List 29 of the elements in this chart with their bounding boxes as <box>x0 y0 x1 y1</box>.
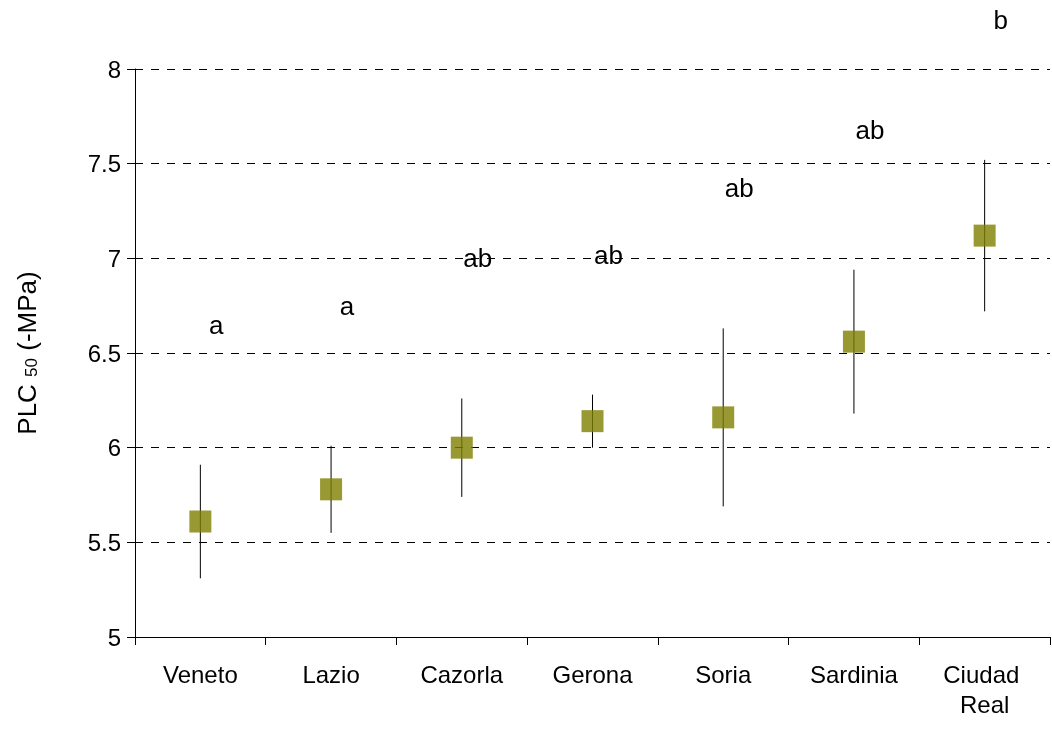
x-tick-label: Soria <box>695 660 752 688</box>
y-tick-label: 7 <box>107 244 121 272</box>
x-tick-label: Ciudad Real <box>943 660 1027 718</box>
x-tick-label: Veneto <box>162 660 238 688</box>
y-tick-label: 7.5 <box>87 150 121 178</box>
x-tick-label: Sardinia <box>809 660 899 688</box>
y-tick-label: 8 <box>107 55 121 83</box>
y-tick-label: 5.5 <box>87 528 121 556</box>
annotation: ab <box>855 114 885 145</box>
point <box>581 410 604 433</box>
annotation: ab <box>724 173 754 204</box>
y-axis-title: PLC 50 (-MPa) <box>12 271 42 435</box>
point <box>712 406 735 429</box>
x-tick-label: Cazorla <box>420 660 504 688</box>
x-tick-label: Lazio <box>302 660 360 688</box>
annotation: a <box>339 290 355 321</box>
point <box>189 510 212 533</box>
point <box>320 478 343 501</box>
y-tick-label: 6.5 <box>87 339 121 367</box>
annotation: ab <box>594 239 623 270</box>
annotation: ab <box>463 243 493 274</box>
x-tick-label: Gerona <box>552 660 634 688</box>
point <box>973 224 996 247</box>
point <box>842 330 865 353</box>
text: b <box>993 4 1008 35</box>
annotation: a <box>209 309 225 340</box>
y-tick-label: 5 <box>107 623 121 651</box>
y-tick-label: 6 <box>107 434 121 462</box>
point <box>450 436 473 459</box>
